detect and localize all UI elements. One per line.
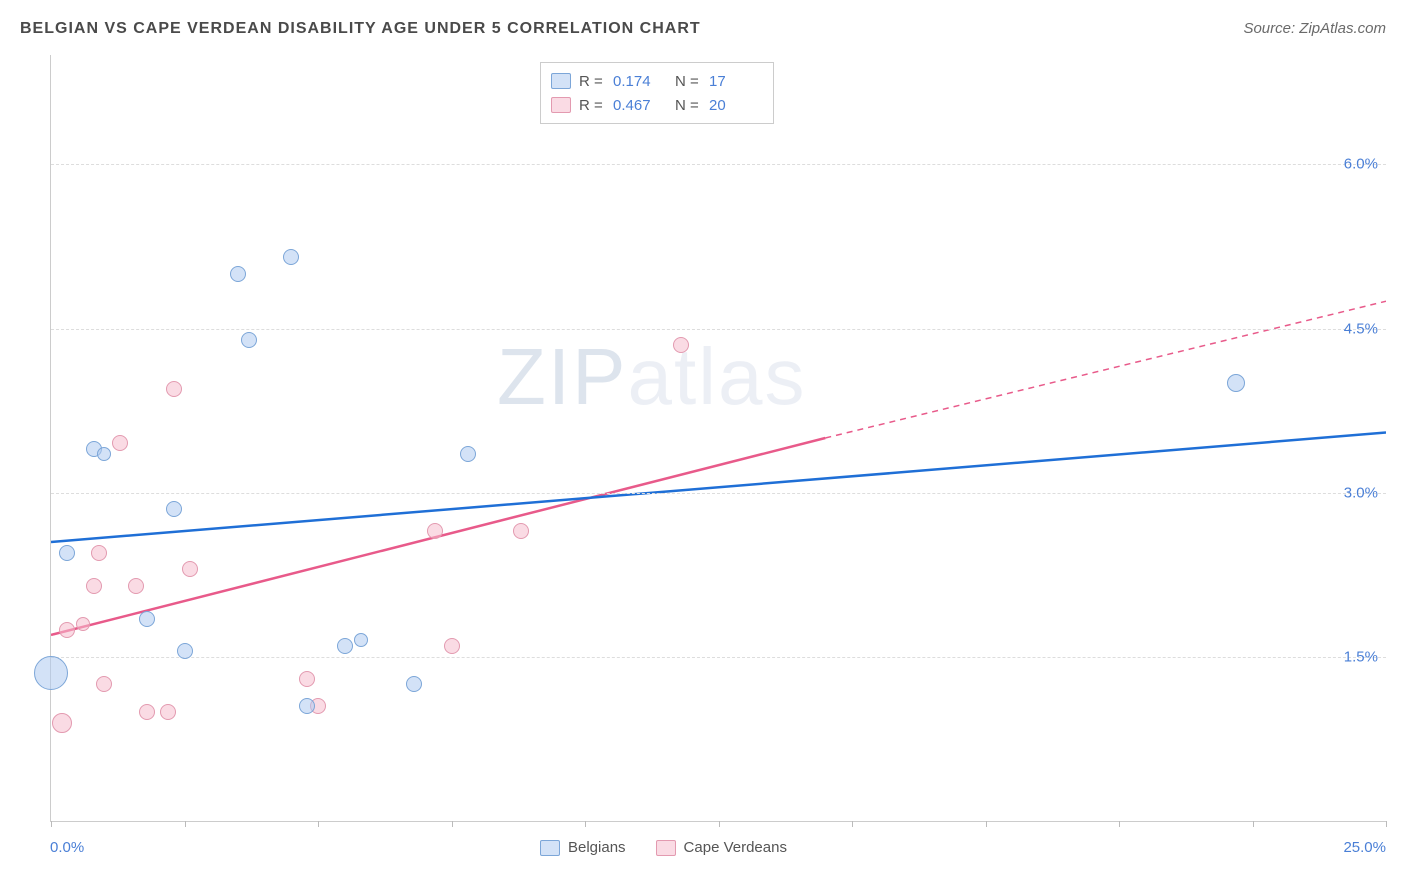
- data-point-capeverdeans: [182, 561, 198, 577]
- data-point-capeverdeans: [86, 578, 102, 594]
- data-point-belgians: [241, 332, 257, 348]
- data-point-belgians: [354, 633, 368, 647]
- x-tick-mark: [852, 821, 853, 827]
- data-point-capeverdeans: [139, 704, 155, 720]
- legend-item-capeverdeans: Cape Verdeans: [656, 839, 787, 856]
- data-point-capeverdeans: [160, 704, 176, 720]
- x-axis-min-label: 0.0%: [50, 839, 84, 856]
- y-tick-label: 3.0%: [1344, 484, 1378, 501]
- swatch-belgians: [540, 840, 560, 856]
- x-tick-mark: [719, 821, 720, 827]
- data-point-belgians: [283, 249, 299, 265]
- n-label: N =: [675, 73, 701, 90]
- x-tick-mark: [585, 821, 586, 827]
- legend-label-capeverdeans: Cape Verdeans: [684, 839, 787, 856]
- data-point-capeverdeans: [673, 337, 689, 353]
- x-tick-mark: [452, 821, 453, 827]
- data-point-capeverdeans: [444, 638, 460, 654]
- data-point-capeverdeans: [166, 381, 182, 397]
- data-point-capeverdeans: [128, 578, 144, 594]
- swatch-capeverdeans: [656, 840, 676, 856]
- plot-area: ZIPatlas 1.5% 3.0% 4.5% 6.0%: [50, 55, 1386, 822]
- data-point-belgians: [59, 545, 75, 561]
- r-label: R =: [579, 73, 605, 90]
- r-value-capeverdeans: 0.467: [613, 97, 667, 114]
- data-point-capeverdeans: [299, 671, 315, 687]
- gridline: [51, 657, 1386, 658]
- r-label: R =: [579, 97, 605, 114]
- x-tick-mark: [1386, 821, 1387, 827]
- watermark-text: ZIPatlas: [497, 331, 806, 423]
- y-tick-label: 4.5%: [1344, 320, 1378, 337]
- data-point-capeverdeans: [59, 622, 75, 638]
- data-point-belgians: [460, 446, 476, 462]
- data-point-capeverdeans: [427, 523, 443, 539]
- trend-lines: [51, 55, 1386, 821]
- x-tick-mark: [986, 821, 987, 827]
- legend-row-belgians: R = 0.174 N = 17: [551, 69, 763, 93]
- gridline: [51, 493, 1386, 494]
- data-point-belgians: [406, 676, 422, 692]
- data-point-capeverdeans: [96, 676, 112, 692]
- correlation-legend: R = 0.174 N = 17 R = 0.467 N = 20: [540, 62, 774, 124]
- chart-title: BELGIAN VS CAPE VERDEAN DISABILITY AGE U…: [20, 20, 701, 38]
- series-legend: Belgians Cape Verdeans: [540, 839, 787, 856]
- gridline: [51, 164, 1386, 165]
- x-tick-mark: [318, 821, 319, 827]
- data-point-belgians: [177, 643, 193, 659]
- n-label: N =: [675, 97, 701, 114]
- data-point-capeverdeans: [112, 435, 128, 451]
- legend-row-capeverdeans: R = 0.467 N = 20: [551, 93, 763, 117]
- data-point-belgians: [337, 638, 353, 654]
- swatch-capeverdeans: [551, 97, 571, 113]
- x-tick-mark: [185, 821, 186, 827]
- n-value-belgians: 17: [709, 73, 763, 90]
- r-value-belgians: 0.174: [613, 73, 667, 90]
- x-axis-max-label: 25.0%: [1343, 839, 1386, 856]
- chart-container: BELGIAN VS CAPE VERDEAN DISABILITY AGE U…: [0, 0, 1406, 892]
- data-point-belgians: [166, 501, 182, 517]
- x-tick-mark: [51, 821, 52, 827]
- data-point-belgians: [139, 611, 155, 627]
- data-point-capeverdeans: [76, 617, 90, 631]
- data-point-belgians: [299, 698, 315, 714]
- data-point-belgians: [1227, 374, 1245, 392]
- source-attribution: Source: ZipAtlas.com: [1243, 20, 1386, 37]
- data-point-belgians: [97, 447, 111, 461]
- y-tick-label: 1.5%: [1344, 648, 1378, 665]
- data-point-capeverdeans: [52, 713, 72, 733]
- x-tick-mark: [1253, 821, 1254, 827]
- data-point-capeverdeans: [513, 523, 529, 539]
- n-value-capeverdeans: 20: [709, 97, 763, 114]
- gridline: [51, 329, 1386, 330]
- data-point-capeverdeans: [91, 545, 107, 561]
- legend-item-belgians: Belgians: [540, 839, 626, 856]
- x-tick-mark: [1119, 821, 1120, 827]
- legend-label-belgians: Belgians: [568, 839, 626, 856]
- y-tick-label: 6.0%: [1344, 156, 1378, 173]
- data-point-belgians: [34, 656, 68, 690]
- swatch-belgians: [551, 73, 571, 89]
- data-point-belgians: [230, 266, 246, 282]
